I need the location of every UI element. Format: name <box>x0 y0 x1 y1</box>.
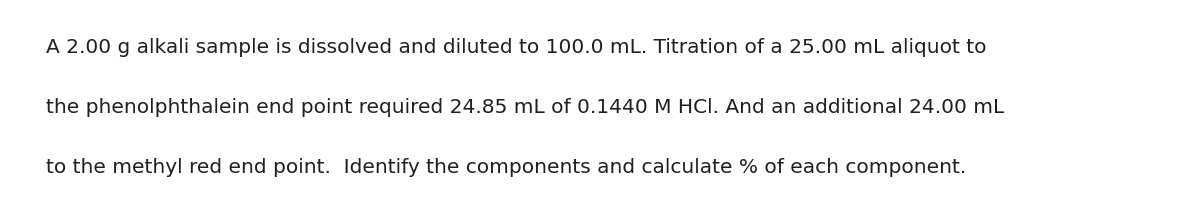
Text: the phenolphthalein end point required 24.85 mL of 0.1440 M HCl. And an addition: the phenolphthalein end point required 2… <box>46 98 1004 117</box>
Text: A 2.00 g alkali sample is dissolved and diluted to 100.0 mL. Titration of a 25.0: A 2.00 g alkali sample is dissolved and … <box>46 38 986 57</box>
Text: to the methyl red end point.  Identify the components and calculate % of each co: to the methyl red end point. Identify th… <box>46 158 966 177</box>
